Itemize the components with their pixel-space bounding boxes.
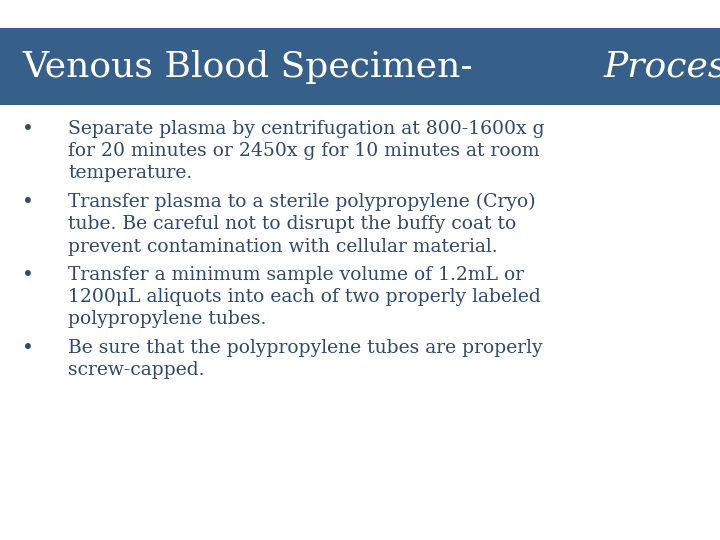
Text: Processing: Processing <box>603 50 720 84</box>
Bar <box>0 28 720 105</box>
Text: Be sure that the polypropylene tubes are properly
screw-capped.: Be sure that the polypropylene tubes are… <box>68 339 543 379</box>
Text: •: • <box>22 193 34 212</box>
Text: •: • <box>22 120 34 139</box>
Text: Transfer a minimum sample volume of 1.2mL or
1200μL aliquots into each of two pr: Transfer a minimum sample volume of 1.2m… <box>68 266 541 328</box>
Text: Separate plasma by centrifugation at 800-1600x g
for 20 minutes or 2450x g for 1: Separate plasma by centrifugation at 800… <box>68 120 544 183</box>
Text: Venous Blood Specimen-: Venous Blood Specimen- <box>22 50 472 84</box>
Text: •: • <box>22 266 34 285</box>
Text: •: • <box>22 339 34 358</box>
Text: Transfer plasma to a sterile polypropylene (Cryo)
tube. Be careful not to disrup: Transfer plasma to a sterile polypropyle… <box>68 193 536 255</box>
